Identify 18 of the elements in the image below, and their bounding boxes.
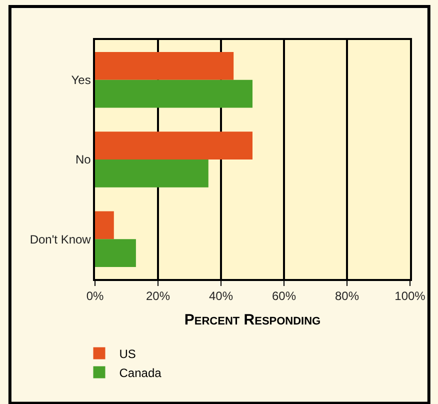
x-tick-label: 60% (272, 289, 296, 304)
bar (95, 160, 208, 188)
bar (95, 211, 114, 240)
y-tick-label: Yes (71, 73, 91, 88)
y-tick-label: Don't Know (30, 232, 92, 246)
x-tick-label: 100% (394, 289, 426, 304)
bar (95, 80, 252, 108)
x-axis-title: Percent Responding (184, 312, 321, 329)
y-tick-label: No (76, 152, 92, 167)
bar (95, 132, 252, 160)
x-tick-label: 20% (146, 289, 170, 304)
bar (95, 239, 136, 268)
bar (95, 52, 234, 80)
legend-label: US (119, 346, 136, 361)
x-tick-label: 0% (86, 289, 104, 304)
legend-label: Canada (119, 366, 162, 380)
x-tick-label: 80% (334, 289, 360, 304)
x-tick-label: 40% (208, 289, 234, 304)
